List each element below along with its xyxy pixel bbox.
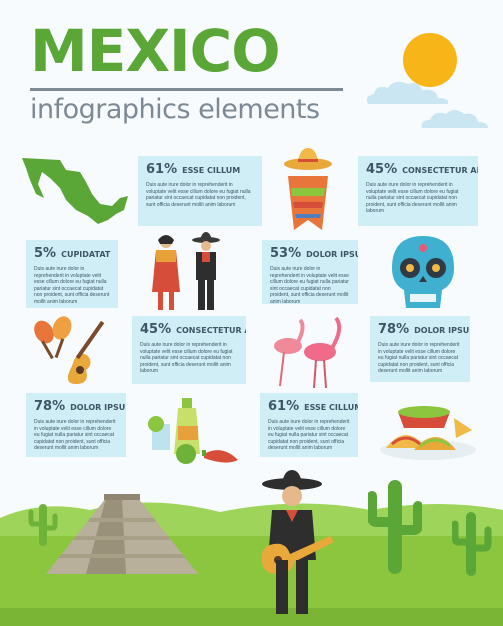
card-body: Duis aute irure dolor in reprehenderit i… — [270, 266, 349, 304]
card-percent: 53% — [270, 246, 302, 261]
cloud-icon — [421, 110, 488, 128]
card-body: Duis aute irure dolor in reprehenderit i… — [34, 419, 116, 452]
card-percent: 78% — [34, 399, 66, 414]
tequila-limes-chili-icon — [148, 398, 238, 464]
maracas-guitar-icon — [34, 316, 105, 384]
sombrero-poncho-icon — [284, 148, 332, 230]
info-card-esse-cillum: 61% ESSE CILLUM Duis aute irure dolor in … — [138, 156, 262, 226]
info-card-dolor-ipsum: 53% DOLOR IPSUM Duis aute irure dolor in … — [262, 240, 358, 304]
card-label: CUPIDATAT — [61, 250, 111, 259]
card-percent: 78% — [378, 322, 410, 337]
info-card-esse-cillum: 61% ESSE CILLUM Duis aute irure dolor in … — [260, 393, 358, 457]
card-body: Duis aute irure dolor in reprehenderit i… — [140, 342, 233, 375]
mariachi-icon — [261, 470, 334, 614]
title-divider — [30, 88, 343, 91]
info-card-consectetur-adipis: 45% CONSECTETUR ADIPIS Duis aute irure do… — [132, 316, 246, 384]
info-card-cupidatat: 5% CUPIDATAT Duis aute irure dolor in rep… — [26, 240, 118, 308]
card-label: ESSE CILLUM — [182, 166, 241, 175]
card-body: Duis aute irure dolor in reprehenderit i… — [366, 182, 459, 215]
card-label: DOLOR IPSUM — [306, 250, 358, 259]
traditional-couple-icon — [152, 232, 220, 310]
card-body: Duis aute irure dolor in reprehenderit i… — [268, 419, 350, 452]
card-body: Duis aute irure dolor in reprehenderit i… — [146, 182, 251, 208]
info-card-dolor-ipsum: 78% DOLOR IPSUM Duis aute irure dolor in … — [370, 316, 470, 382]
card-body: Duis aute irure dolor in reprehenderit i… — [378, 342, 460, 375]
card-label: ESSE CILLUM — [304, 403, 358, 412]
pyramid-icon — [46, 494, 198, 574]
card-percent: 45% — [140, 322, 172, 337]
card-label: CONSECTETUR ADIPIS — [176, 326, 246, 335]
page-subtitle: infographics elements — [30, 94, 320, 125]
info-card-dolor-ipsum: 78% DOLOR IPSUM Duis aute irure dolor in … — [26, 393, 126, 457]
page-title: MEXICO — [30, 17, 281, 85]
card-label: CONSECTETUR ADIPIS — [402, 166, 478, 175]
info-card-consectetur-adipis: 45% CONSECTETUR ADIPIS Duis aute irure do… — [358, 156, 478, 226]
card-percent: 61% — [268, 399, 300, 414]
flamingos-icon — [274, 316, 342, 388]
cactus-icon — [452, 512, 492, 576]
card-percent: 5% — [34, 246, 57, 261]
card-label: DOLOR IPSUM — [414, 326, 470, 335]
card-body: Duis aute irure dolor in reprehenderit i… — [34, 266, 110, 305]
mexico-map-icon — [22, 158, 128, 224]
tacos-guacamole-icon — [380, 406, 476, 460]
cloud-icon — [366, 81, 449, 104]
cactus-icon — [368, 480, 422, 574]
card-label: DOLOR IPSUM — [70, 403, 126, 412]
card-percent: 61% — [146, 162, 178, 177]
sun-icon — [403, 33, 457, 87]
card-percent: 45% — [366, 162, 398, 177]
sugar-skull-icon — [392, 236, 454, 308]
cactus-icon — [28, 504, 58, 546]
